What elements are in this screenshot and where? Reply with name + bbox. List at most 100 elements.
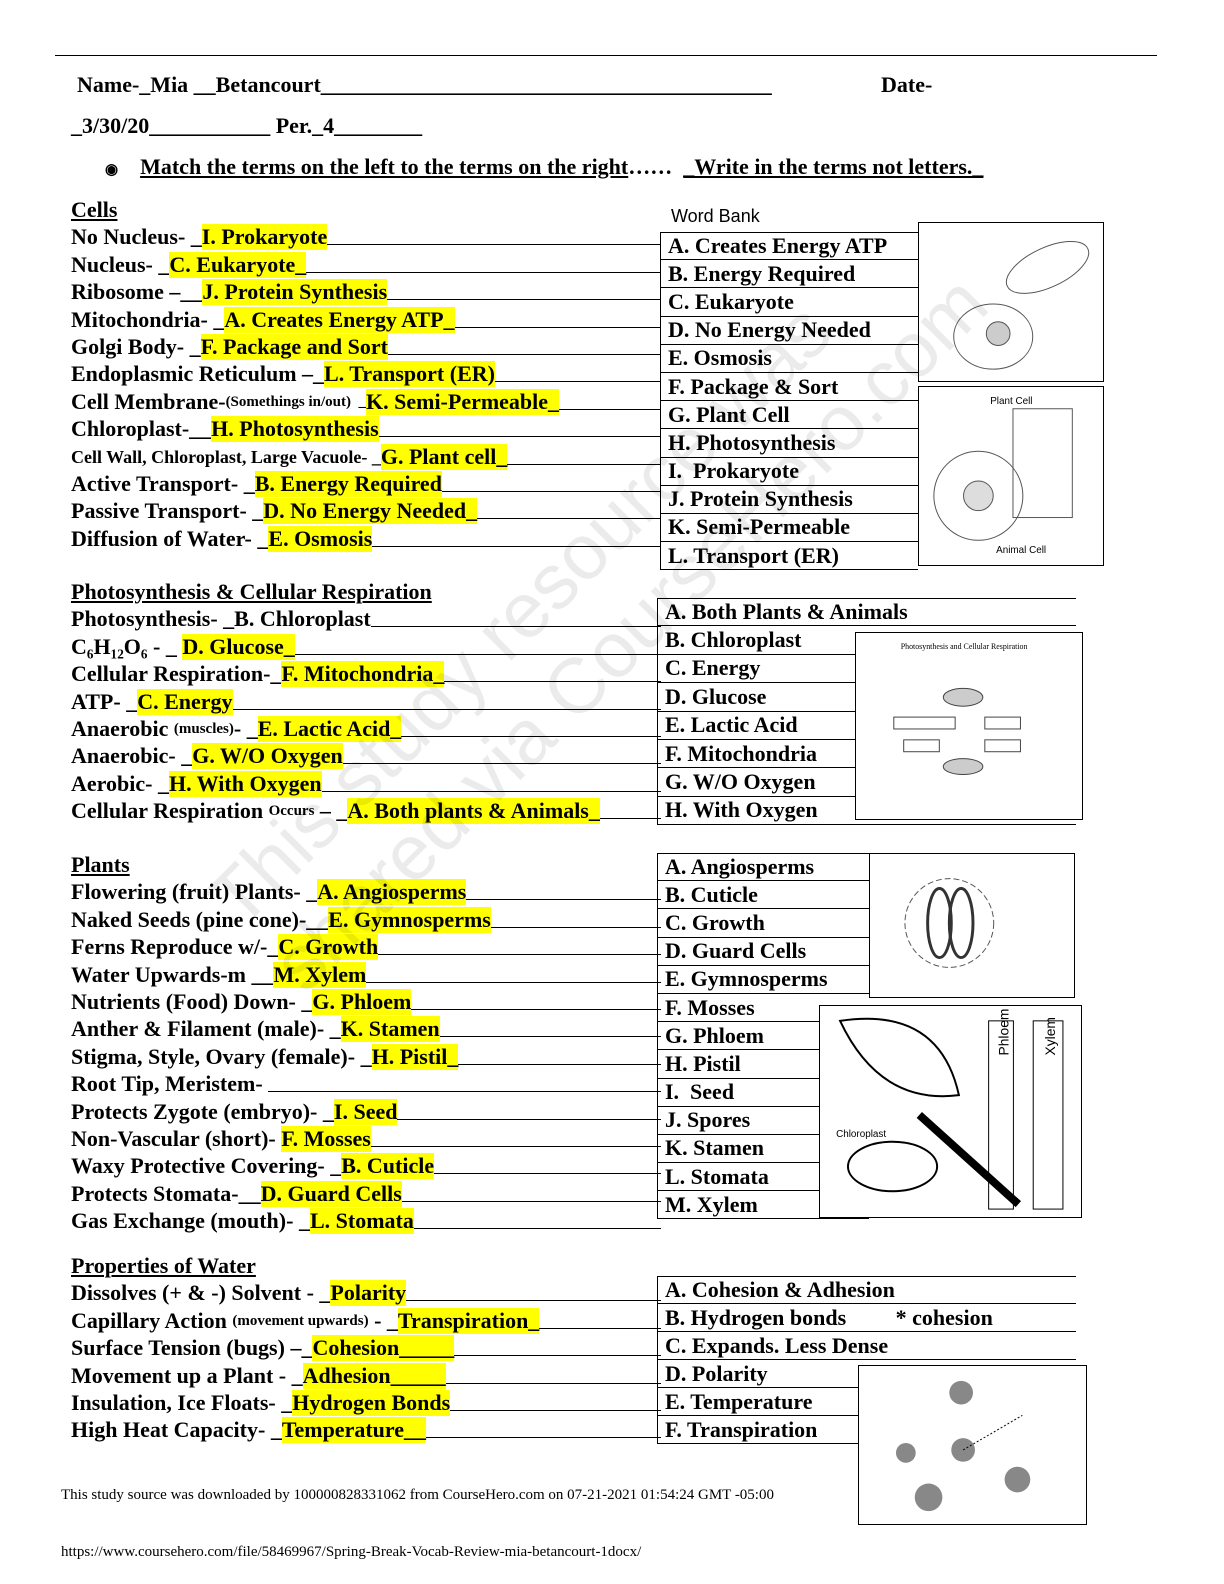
word-bank: A. Angiosperms B. Cuticle C. Growth D. Guar… (657, 853, 869, 1220)
answer-highlight[interactable]: B. Energy Required (254, 470, 442, 497)
question-label: Photosynthesis- _B. Chloroplast (71, 606, 371, 632)
question-row: Active Transport- _ B. Energy Required (71, 470, 661, 497)
answer-line (458, 1063, 661, 1065)
word-bank-item: H. Pistil (657, 1050, 869, 1079)
question-label: Protects Stomata-__ (71, 1180, 261, 1206)
question-row: Gas Exchange (mouth)- _ L. Stomata (71, 1207, 661, 1235)
name-field: Name-_Mia __Betancourt__________________… (77, 72, 772, 97)
answer-highlight[interactable]: G. Plant cell_ (380, 443, 508, 470)
word-bank-item: J. Protein Synthesis (660, 485, 918, 514)
answer-highlight[interactable]: Polarity (330, 1280, 407, 1307)
answer-highlight[interactable]: B. Cuticle (341, 1153, 435, 1180)
answer-highlight[interactable]: I. Seed (333, 1098, 398, 1125)
answer-highlight[interactable]: A. Creates Energy ATP_ (224, 306, 455, 333)
answer-highlight[interactable]: I. Prokaryote (201, 224, 328, 251)
question-row: Anaerobic (muscles) - _ E. Lactic Acid_ (71, 715, 661, 742)
answer-line (232, 708, 661, 710)
question-label: Water Upwards-m __ (71, 961, 274, 987)
bullet-icon: ◉ (105, 162, 119, 178)
answer-line (434, 1173, 661, 1175)
question-label-suffix: - _ (233, 715, 258, 741)
question-row: Aerobic- _ H. With Oxygen (71, 769, 661, 797)
answer-highlight[interactable]: Cohesion_____ (312, 1335, 455, 1362)
answer-highlight[interactable]: D. No Energy Needed_ (263, 498, 478, 525)
answer-highlight[interactable]: F. Mitochondria_ (281, 661, 445, 688)
question-note: (Somethings in/out) _ (225, 393, 366, 410)
question-row: C₆H₁₂O₆ - _ D. Glucose_ (71, 632, 661, 660)
answer-highlight[interactable]: L. Transport (ER) (324, 361, 495, 388)
answer-highlight[interactable]: J. Protein Synthesis (202, 279, 388, 306)
answer-highlight[interactable]: A. Angiosperms (317, 879, 467, 906)
question-row: Passive Transport- _ D. No Energy Needed_ (71, 497, 661, 525)
answer-line (378, 954, 661, 956)
question-label: Ribosome –__ (71, 279, 203, 305)
question-row: Surface Tension (bugs) –_ Cohesion_____ (71, 1334, 661, 1362)
question-row: Protects Zygote (embryo)- _ I. Seed (71, 1097, 661, 1125)
answer-highlight[interactable]: K. Semi-Permeable_ (366, 388, 560, 415)
answer-highlight[interactable]: L. Stomata (309, 1208, 414, 1235)
question-label: Root Tip, Meristem- (71, 1071, 269, 1097)
word-bank: A. Creates Energy ATP B. Energy Required C… (660, 232, 918, 571)
answer-highlight[interactable]: Adhesion_____ (302, 1362, 446, 1389)
question-label: Insulation, Ice Floats- _ (71, 1389, 293, 1415)
answer-highlight[interactable]: H. Pistil_ (371, 1043, 459, 1070)
question-row: Cell Membrane- (Somethings in/out) _ K. Se… (71, 387, 661, 415)
question-row: Non-Vascular (short)- F. Mosses (71, 1125, 661, 1152)
section: Photosynthesis & Cellular Respiration Pho… (71, 578, 661, 825)
answer-highlight[interactable]: D. Glucose_ (182, 633, 295, 660)
question-row: Chloroplast-__ H. Photosynthesis (71, 415, 661, 443)
answer-highlight[interactable]: Transpiration_ (397, 1307, 540, 1334)
answer-line (372, 545, 661, 547)
answer-highlight[interactable]: H. Photosynthesis (211, 416, 379, 443)
answer-highlight[interactable]: Hydrogen Bonds (292, 1389, 451, 1416)
answer-highlight[interactable]: H. With Oxygen (168, 770, 322, 797)
answer-highlight[interactable]: F. Package and Sort (200, 333, 388, 360)
word-bank-item: E. Osmosis (660, 344, 918, 373)
answer-highlight[interactable]: M. Xylem (273, 961, 367, 988)
question-label: Cellular Respiration-_ (71, 661, 282, 687)
answer-line (490, 926, 661, 928)
answer-highlight[interactable]: G. Phloem (312, 988, 412, 1015)
question-row: Cellular Respiration Occurs – _ A. Both p… (71, 797, 661, 825)
question-row: Naked Seeds (pine cone)-__ E. Gymnosperms (71, 905, 661, 933)
section-title: Cells (71, 197, 118, 222)
answer-highlight[interactable]: E. Gymnosperms (328, 906, 491, 933)
word-bank-item: C. Expands. Less Dense (657, 1332, 1076, 1360)
answer-line (450, 1409, 661, 1411)
question-row: No Nucleus- _ I. Prokaryote (71, 223, 661, 251)
answer-highlight[interactable]: G. W/O Oxygen (192, 743, 343, 770)
section-title: Plants (71, 852, 130, 877)
answer-highlight[interactable]: D. Guard Cells (260, 1180, 402, 1207)
answer-line (268, 1091, 661, 1093)
answer-highlight[interactable]: Temperature__ (281, 1417, 427, 1444)
question-label: Waxy Protective Covering- _ (71, 1153, 342, 1179)
answer-highlight[interactable]: A. Both plants & Animals_ (347, 798, 600, 825)
question-row: Endoplasmic Reticulum –_ L. Transport (ER… (71, 360, 661, 388)
answer-highlight[interactable]: K. Stamen (340, 1016, 440, 1043)
source-url[interactable]: https://www.coursehero.com/file/58469967… (61, 1544, 642, 1560)
answer-highlight[interactable]: E. Lactic Acid_ (257, 715, 402, 742)
question-row: Cellular Respiration-_ F. Mitochondria_ (71, 660, 661, 688)
question-label: Surface Tension (bugs) –_ (71, 1335, 313, 1361)
word-bank-item: C. Eukaryote (660, 288, 918, 317)
answer-highlight[interactable]: C. Growth (278, 934, 379, 961)
answer-line (406, 1300, 661, 1302)
question-row: Anther & Filament (male)- _ K. Stamen (71, 1015, 661, 1043)
question-row: Mitochondria- _ A. Creates Energy ATP_ (71, 305, 661, 333)
svg-text:Animal Cell: Animal Cell (996, 545, 1046, 556)
word-bank-item: F. Mosses (657, 993, 869, 1023)
svg-text:Phloem: Phloem (995, 1009, 1011, 1056)
stomata-image (869, 853, 1075, 998)
answer-highlight[interactable]: F. Mosses (281, 1125, 371, 1152)
question-row: Flowering (fruit) Plants- _ A. Angiosperm… (71, 878, 661, 906)
answer-highlight[interactable]: C. Eukaryote_ (169, 251, 307, 278)
question-row: Dissolves (+ & -) Solvent - _ Polarity (71, 1279, 661, 1307)
question-label: Ferns Reproduce w/-_ (71, 934, 279, 960)
word-bank-item: E. Gymnosperms (657, 965, 869, 994)
answer-line (411, 1008, 661, 1010)
answer-highlight[interactable]: E. Osmosis (268, 525, 373, 552)
word-bank-item: B. Hydrogen bonds * cohesion (657, 1304, 1076, 1332)
question-label: Chloroplast-__ (71, 416, 212, 442)
word-bank-item: K. Stamen (657, 1134, 869, 1164)
answer-highlight[interactable]: C. Energy (137, 688, 233, 715)
